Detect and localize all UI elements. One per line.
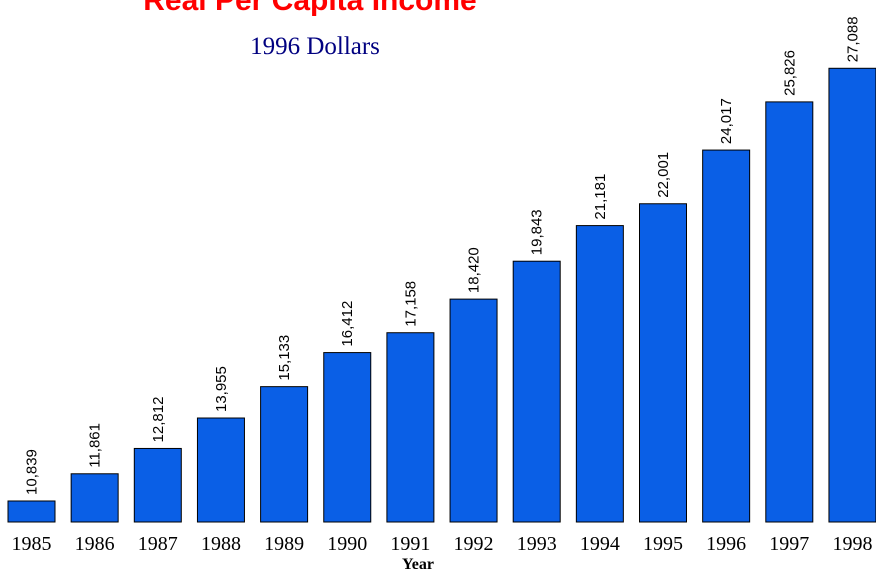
x-tick-label: 1989 xyxy=(264,533,304,555)
chart-subtitle: 1996 Dollars xyxy=(250,33,380,60)
bar xyxy=(639,203,687,523)
value-label: 15,133 xyxy=(276,335,293,381)
value-label: 27,088 xyxy=(844,16,861,62)
x-tick-label: 1988 xyxy=(201,533,241,555)
x-tick-label: 1996 xyxy=(706,533,746,555)
value-label: 16,412 xyxy=(339,301,356,347)
bar xyxy=(512,260,561,523)
chart-title: Real Per Capita Income xyxy=(143,0,476,17)
bar xyxy=(575,225,624,523)
value-label: 12,812 xyxy=(150,397,167,443)
bar xyxy=(702,149,751,523)
x-tick-label: 1991 xyxy=(390,533,430,555)
bar xyxy=(70,473,119,523)
bar xyxy=(449,298,498,523)
x-tick-label: 1987 xyxy=(138,533,178,555)
x-axis-label: Year xyxy=(402,556,434,573)
value-label: 11,861 xyxy=(87,423,104,468)
bar xyxy=(196,417,245,523)
bar xyxy=(765,101,814,523)
value-label: 18,420 xyxy=(466,247,483,293)
value-label: 17,158 xyxy=(402,281,419,327)
bar xyxy=(828,67,876,523)
value-label: 19,843 xyxy=(529,209,546,255)
value-label: 24,017 xyxy=(718,98,735,144)
bar xyxy=(133,447,182,523)
x-tick-label: 1992 xyxy=(454,533,494,555)
x-tick-label: 1994 xyxy=(580,533,620,555)
value-label: 21,181 xyxy=(592,174,609,220)
value-label: 13,955 xyxy=(213,366,230,412)
x-tick-label: 1986 xyxy=(75,533,115,555)
bar xyxy=(386,332,435,523)
x-tick-label: 1997 xyxy=(769,533,809,555)
bar xyxy=(260,386,309,523)
value-label: 25,826 xyxy=(781,50,798,96)
x-tick-label: 1998 xyxy=(832,533,872,555)
value-label: 22,001 xyxy=(655,152,672,198)
x-tick-label: 1993 xyxy=(517,533,557,555)
bar xyxy=(7,500,56,523)
bar xyxy=(323,352,372,523)
x-tick-label: 1995 xyxy=(643,533,683,555)
x-tick-label: 1985 xyxy=(12,533,52,555)
value-label: 10,839 xyxy=(24,449,41,495)
x-tick-label: 1990 xyxy=(327,533,367,555)
